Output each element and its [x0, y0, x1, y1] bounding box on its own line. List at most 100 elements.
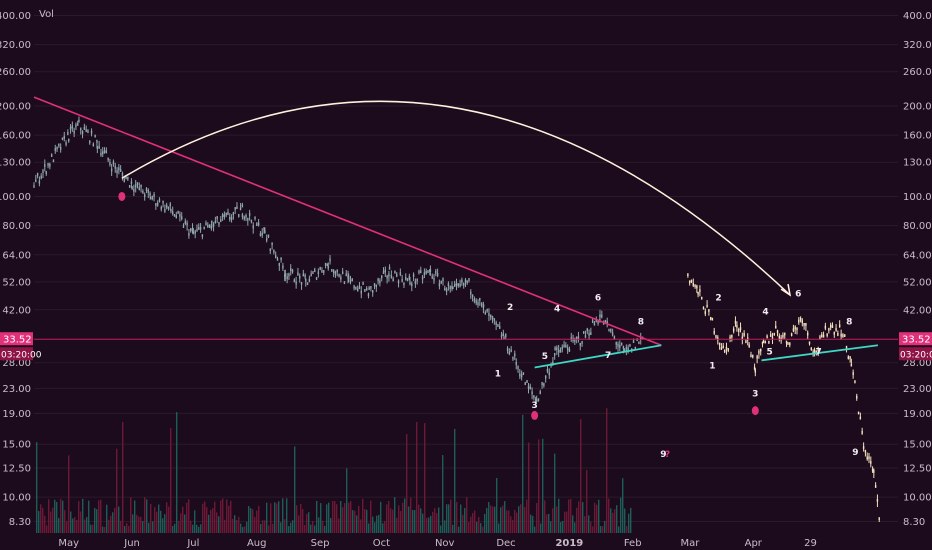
candle	[801, 320, 804, 324]
wave-label: 7	[816, 348, 822, 358]
volume-bar	[522, 414, 524, 533]
candle	[792, 328, 795, 332]
volume-bar	[596, 504, 598, 533]
candle	[539, 391, 541, 395]
volume-bar	[292, 520, 294, 533]
candle	[198, 227, 200, 230]
volume-bar	[192, 524, 194, 533]
volume-bar	[82, 498, 84, 533]
y-tick-right: 28.00	[903, 358, 932, 369]
volume-bar	[60, 498, 62, 533]
volume-bar	[210, 509, 212, 533]
candle	[92, 143, 95, 147]
volume-bar	[262, 520, 264, 533]
y-tick-left: 100.00	[0, 192, 31, 203]
candle	[68, 138, 70, 142]
volume-bar	[612, 512, 614, 533]
candle	[100, 152, 102, 156]
volume-bar	[160, 510, 162, 533]
volume-bar	[626, 525, 628, 533]
y-tick-left: 8.30	[9, 517, 31, 528]
volume-bar	[572, 515, 574, 533]
candle	[756, 355, 758, 359]
candle	[729, 336, 731, 340]
volume-bar	[126, 523, 128, 533]
volume-bar	[280, 522, 282, 533]
y-tick-right: 8.30	[903, 517, 925, 528]
wave-label: 8	[846, 318, 852, 328]
candle	[615, 341, 617, 345]
y-tick-left: 10.00	[2, 493, 31, 504]
candle	[813, 349, 816, 353]
candle	[332, 270, 335, 273]
volume-bar	[136, 514, 138, 533]
candle	[314, 269, 316, 273]
candle	[207, 224, 209, 228]
volume-bar	[482, 526, 484, 533]
volume-bar	[392, 509, 394, 533]
candle	[286, 276, 288, 280]
y-tick-right: 15.00	[903, 440, 932, 451]
volume-bar	[240, 523, 242, 533]
y-tick-left: 42.00	[2, 305, 31, 316]
candle	[149, 192, 151, 196]
candle	[604, 319, 607, 323]
candle	[167, 206, 170, 210]
volume-bar	[54, 499, 56, 533]
volume-bar	[268, 525, 270, 533]
volume-bar	[86, 517, 88, 533]
volume-bar	[202, 503, 204, 533]
candle	[868, 456, 870, 460]
volume-bar	[446, 504, 448, 533]
volume-bar	[184, 514, 186, 533]
candle	[347, 276, 350, 280]
volume-bar	[474, 510, 476, 533]
volume-bar	[278, 501, 280, 533]
volume-bar	[624, 508, 626, 533]
candle	[107, 157, 109, 161]
volume-bar	[478, 516, 480, 533]
volume-bar	[132, 514, 134, 533]
candle	[234, 207, 236, 210]
candle	[520, 374, 523, 378]
y-tick-left: 160.00	[0, 131, 31, 142]
volume-bar	[162, 518, 164, 533]
volume-bar	[302, 508, 304, 533]
candle	[42, 170, 44, 173]
volume-bar	[74, 517, 76, 533]
candle	[687, 273, 689, 277]
candle	[480, 302, 483, 306]
volume-bar	[470, 516, 472, 533]
candle	[764, 340, 766, 344]
candle	[577, 336, 580, 340]
volume-bar	[256, 510, 258, 533]
wave-label: 7	[605, 351, 611, 361]
volume-bar	[242, 526, 244, 533]
candle	[597, 320, 599, 324]
candle	[179, 213, 181, 217]
volume-bar	[454, 428, 456, 533]
candle	[327, 265, 329, 269]
volume-bar	[494, 506, 496, 533]
candle	[83, 127, 86, 130]
volume-bar	[144, 497, 146, 533]
candle	[375, 284, 378, 288]
volume-bar	[42, 507, 44, 533]
volume-bar	[300, 503, 302, 533]
volume-bar	[580, 419, 582, 533]
volume-bar	[510, 516, 512, 533]
candle	[574, 338, 576, 342]
candle	[299, 275, 301, 279]
volume-bar	[84, 519, 86, 533]
candle	[145, 188, 148, 191]
candle	[49, 163, 51, 167]
volume-bar	[426, 517, 428, 533]
candle	[515, 362, 517, 365]
volume-bar	[386, 504, 388, 533]
wave-label: 5	[542, 352, 548, 362]
candle	[282, 265, 284, 269]
candle	[319, 267, 321, 270]
candle	[201, 234, 204, 237]
